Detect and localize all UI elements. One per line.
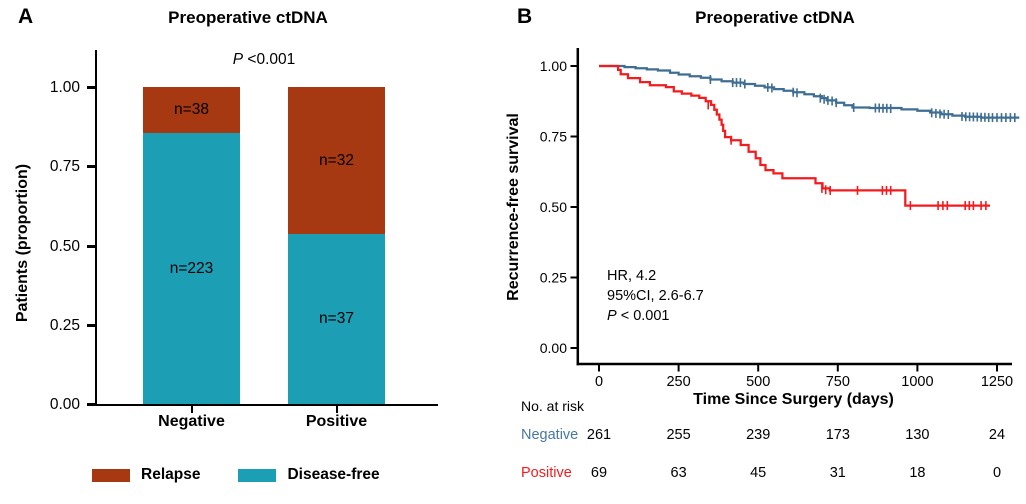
panel-a-legend: Relapse Disease-free	[92, 466, 380, 484]
risk-row-label-positive: Positive	[521, 465, 572, 481]
panel-b-pvalue-symbol: P	[607, 308, 617, 324]
km-curves	[599, 64, 1020, 211]
bar-segment-count: n=32	[319, 151, 354, 169]
panel-a-label: A	[18, 5, 34, 28]
risk-value: 45	[750, 465, 767, 481]
stacked-bar-negative: n=38 n=223	[143, 87, 240, 404]
risk-value: 69	[590, 465, 608, 481]
ci-line: 95%CI, 2.6-6.7	[607, 288, 704, 304]
panel-a-pvalue-symbol: P	[232, 51, 244, 68]
legend-label: Relapse	[141, 466, 201, 483]
km-series-positive	[599, 64, 990, 211]
panel-a-xtick-mark	[335, 406, 338, 413]
risk-value: 0	[992, 465, 1002, 481]
panel-a-ytick-mark	[87, 165, 95, 168]
risk-value: 261	[586, 427, 612, 443]
hr-line: HR, 4.2	[607, 268, 657, 284]
panel-a-ytick-label: 0.75	[49, 158, 80, 175]
risk-value: 130	[905, 427, 930, 443]
bar-segment-relapse: n=32	[288, 87, 385, 235]
legend-item-relapse: Relapse	[92, 466, 200, 484]
legend-item-disease-free: Disease-free	[238, 466, 380, 484]
risk-value: 173	[825, 427, 850, 443]
risk-value: 18	[909, 465, 926, 481]
risk-table-header: No. at risk	[521, 398, 585, 414]
panel-a-ytick-label: 0.50	[49, 238, 80, 255]
panel-a-title: Preoperative ctDNA	[168, 8, 328, 27]
panel-b-xtick-label: 250	[666, 374, 690, 390]
panel-b-ytick-label: 0.00	[540, 340, 567, 356]
bar-segment-relapse: n=38	[143, 87, 240, 134]
panel-a-xtick-label-positive: Positive	[305, 413, 368, 430]
panel-a-ytick-label: 1.00	[49, 79, 80, 96]
panel-a-ytick-mark	[87, 403, 95, 406]
km-plot: 1.00 0.75 0.50 0.25 0.00 0 250 500 750 1…	[540, 48, 1020, 390]
legend-label: Disease-free	[287, 466, 380, 483]
panel-b-xtick-label: 0	[595, 374, 603, 390]
km-series-negative	[599, 64, 1020, 123]
relapse-color-swatch	[92, 468, 130, 482]
risk-value: 255	[666, 427, 691, 443]
bar-segment-count: n=38	[174, 101, 209, 119]
panel-b-label: B	[517, 5, 533, 28]
disease-free-color-swatch	[238, 468, 277, 482]
panel-b-title: Preoperative ctDNA	[695, 8, 855, 27]
bar-segment-count: n=37	[319, 310, 354, 328]
stacked-bar-positive: n=32 n=37	[288, 87, 385, 404]
panel-a-pvalue: P <0.001	[143, 51, 385, 69]
panel-b-ytick-label: 0.75	[540, 129, 567, 145]
hr-annotation: HR, 4.2 95%CI, 2.6-6.7 P < 0.001	[607, 266, 704, 326]
panel-a-ytick-mark	[87, 324, 95, 327]
bar-segment-disease-free: n=223	[143, 133, 240, 404]
risk-value: 63	[670, 465, 687, 481]
risk-value: 24	[988, 427, 1006, 443]
p-line: P < 0.001	[607, 306, 704, 326]
panel-a-xtick-mark	[190, 406, 193, 413]
panel-a-ytick-mark	[87, 86, 95, 89]
panel-b-pvalue-text: < 0.001	[616, 308, 670, 324]
risk-value: 239	[746, 427, 771, 443]
panel-a-xtick-label-negative: Negative	[158, 413, 225, 430]
survival-curve-negative	[599, 64, 1020, 119]
panel-b-xtick-label: 750	[826, 374, 850, 390]
panel-b-xtick-label: 1000	[901, 374, 933, 390]
panel-b-ytick-label: 0.50	[540, 199, 567, 215]
risk-value: 31	[829, 465, 846, 481]
survival-curve-positive	[599, 64, 990, 207]
panel-a-y-axis-line	[94, 50, 97, 406]
panel-a-pvalue-text: <0.001	[243, 51, 296, 68]
panel-a-x-axis-line	[94, 403, 438, 406]
panel-b-xtick-label: 1250	[981, 374, 1013, 390]
panel-a-ytick-label: 0.00	[49, 396, 80, 413]
panel-a-ytick-mark	[87, 245, 95, 248]
panel-b-x-axis-title: Time Since Surgery (days)	[693, 391, 894, 408]
risk-row-label-negative: Negative	[521, 427, 579, 443]
bar-segment-disease-free: n=37	[288, 234, 385, 404]
panel-b-xtick-label: 500	[746, 374, 770, 390]
panel-b-ytick-label: 0.25	[540, 270, 567, 286]
bar-segment-count: n=223	[169, 259, 214, 277]
panel-b-ytick-label: 1.00	[540, 58, 567, 74]
panel-a-ytick-label: 0.25	[49, 317, 80, 334]
